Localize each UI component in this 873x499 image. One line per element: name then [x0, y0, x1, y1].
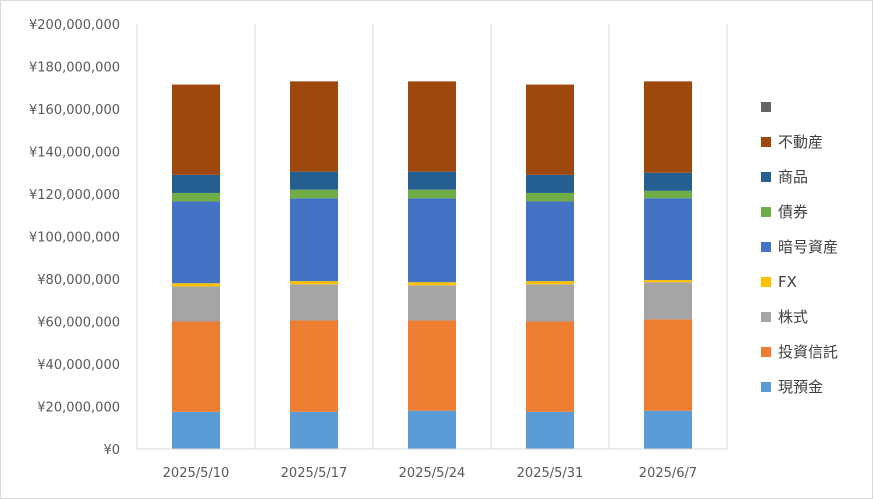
bar-segment-債券	[644, 190, 692, 199]
legend-swatch	[761, 172, 771, 182]
legend-label: 現預金	[778, 378, 823, 396]
y-tick-label: ¥200,000,000	[29, 18, 120, 33]
legend-label: FX	[778, 273, 797, 291]
legend-swatch	[761, 347, 771, 357]
bar-segment-暗号資産	[172, 201, 220, 284]
x-tick-label: 2025/6/7	[639, 466, 697, 481]
legend-label: 株式	[778, 308, 808, 326]
legend-label: 投資信託	[778, 343, 838, 361]
bar-segment-現預金	[408, 410, 456, 449]
bar-segment-投資信託	[408, 320, 456, 411]
bar-segment-投資信託	[290, 320, 338, 412]
y-tick-label: ¥100,000,000	[29, 231, 120, 246]
y-tick-label: ¥40,000,000	[37, 358, 120, 373]
bar-segment-株式	[644, 282, 692, 320]
bar-segment-商品	[172, 174, 220, 193]
bar-segment-投資信託	[526, 321, 574, 412]
y-tick-label: ¥120,000,000	[29, 188, 120, 203]
bar-segment-投資信託	[172, 321, 220, 412]
bar-segment-不動産	[526, 84, 574, 175]
bar-segment-現預金	[526, 411, 574, 449]
legend-swatch	[761, 207, 771, 217]
y-tick-label: ¥20,000,000	[37, 401, 120, 416]
bars	[172, 81, 692, 449]
bar-segment-不動産	[408, 81, 456, 172]
bar-segment-暗号資産	[644, 198, 692, 281]
x-tick-label: 2025/5/24	[399, 466, 466, 481]
bar-segment-不動産	[644, 81, 692, 173]
y-tick-label: ¥0	[103, 443, 120, 458]
bar-segment-株式	[408, 285, 456, 321]
legend-label: 暗号資産	[778, 238, 838, 256]
bar-segment-商品	[526, 174, 574, 193]
bar-segment-商品	[644, 172, 692, 191]
bar-segment-FX	[290, 281, 338, 285]
bar-segment-債券	[526, 192, 574, 202]
bar-segment-債券	[408, 189, 456, 199]
y-tick-label: ¥80,000,000	[37, 273, 120, 288]
bar-segment-株式	[172, 286, 220, 322]
bar-segment-商品	[290, 171, 338, 190]
bar-segment-不動産	[172, 84, 220, 175]
bar-segment-現預金	[644, 410, 692, 449]
bar-segment-債券	[172, 192, 220, 202]
gridlines	[136, 24, 728, 449]
legend-swatch	[761, 242, 771, 252]
bar-segment-FX	[408, 282, 456, 286]
legend-label: 債券	[778, 203, 808, 221]
legend-swatch	[761, 277, 771, 287]
legend-swatch	[761, 312, 771, 322]
bar-segment-暗号資産	[526, 201, 574, 282]
bar-segment-暗号資産	[408, 198, 456, 283]
bar-segment-株式	[290, 284, 338, 321]
bar-segment-投資信託	[644, 319, 692, 411]
x-tick-label: 2025/5/17	[281, 466, 348, 481]
y-tick-label: ¥180,000,000	[29, 61, 120, 76]
y-axis-tick-labels: ¥0 ¥20,000,000 ¥40,000,000 ¥60,000,000 ¥80,0…	[29, 18, 120, 458]
y-tick-label: ¥160,000,000	[29, 103, 120, 118]
bar-segment-現預金	[172, 411, 220, 449]
x-axis-tick-labels: 2025/5/10 2025/5/17 2025/5/24 2025/5/31 2025…	[163, 466, 698, 481]
legend-swatch	[761, 102, 771, 112]
legend-label: 不動産	[778, 133, 823, 151]
legend-swatch	[761, 382, 771, 392]
bar-segment-FX	[526, 281, 574, 285]
bar-segment-商品	[408, 171, 456, 190]
legend-swatch	[761, 137, 771, 147]
bar-segment-FX	[172, 283, 220, 287]
bar-segment-FX	[644, 280, 692, 283]
y-tick-label: ¥60,000,000	[37, 316, 120, 331]
bar-segment-株式	[526, 284, 574, 322]
y-tick-label: ¥140,000,000	[29, 146, 120, 161]
bar-segment-不動産	[290, 81, 338, 172]
legend-label: 商品	[778, 168, 808, 186]
bar-segment-現預金	[290, 411, 338, 449]
bar-segment-暗号資産	[290, 198, 338, 282]
x-tick-label: 2025/5/10	[163, 466, 230, 481]
x-tick-label: 2025/5/31	[517, 466, 584, 481]
bar-segment-債券	[290, 189, 338, 199]
